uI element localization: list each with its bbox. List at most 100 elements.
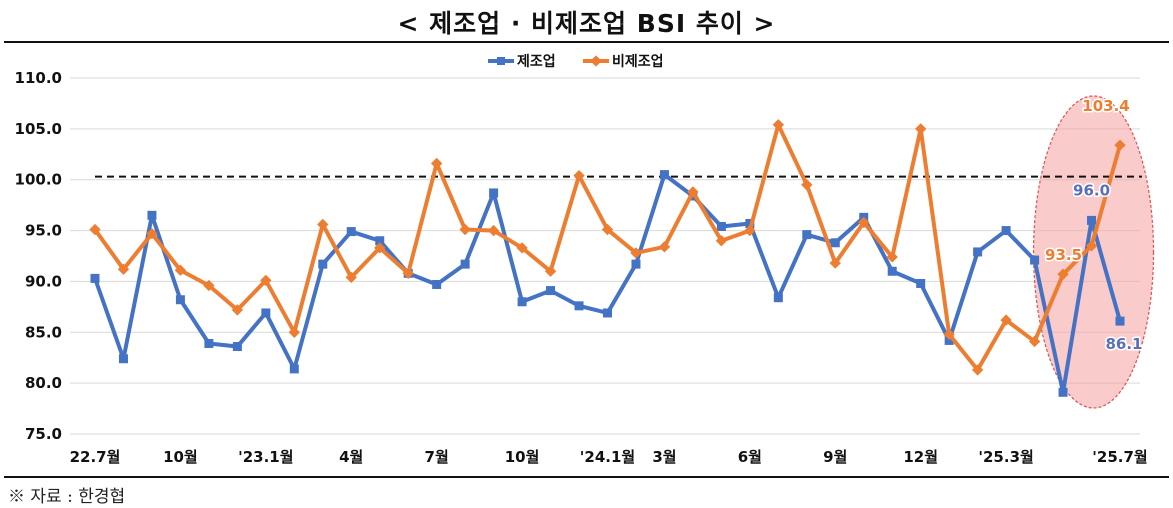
point-non-manufacturing <box>829 257 841 269</box>
point-manufacturing <box>830 238 840 248</box>
y-tick-label: 105.0 <box>15 120 62 138</box>
point-manufacturing <box>232 342 242 352</box>
legend-label: 제조업 <box>517 54 556 70</box>
y-tick-label: 110.0 <box>15 69 62 87</box>
point-manufacturing <box>375 236 385 246</box>
source-note: ※ 자료 : 한경협 <box>8 487 126 507</box>
series-layer <box>89 119 1126 397</box>
point-non-manufacturing <box>374 242 386 254</box>
point-manufacturing <box>659 170 669 180</box>
legend-label: 비제조업 <box>612 54 664 70</box>
point-manufacturing <box>887 266 897 276</box>
y-tick-label: 90.0 <box>25 272 62 290</box>
bottom-rule <box>4 476 1169 478</box>
point-non-manufacturing <box>943 328 955 340</box>
point-manufacturing <box>631 259 641 269</box>
point-non-manufacturing <box>345 271 357 284</box>
x-tick-label: 3월 <box>652 448 676 466</box>
bsi-line-chart: 96.0 86.1 93.5 103.4 110.0 105.0 100.0 95.0 90.… <box>15 54 1155 466</box>
point-manufacturing <box>147 210 157 220</box>
x-tick-label: 22.7월 <box>70 448 121 466</box>
point-non-manufacturing <box>801 179 813 191</box>
point-manufacturing <box>916 278 926 288</box>
x-tick-label: 10월 <box>163 448 198 466</box>
point-non-manufacturing <box>1028 335 1041 348</box>
point-manufacturing <box>716 222 726 232</box>
point-manufacturing <box>489 188 499 198</box>
point-non-manufacturing <box>1085 240 1098 252</box>
data-label: 103.4 <box>1082 97 1129 115</box>
point-non-manufacturing <box>1114 139 1126 151</box>
top-rule <box>4 41 1169 43</box>
legend-marker <box>590 55 602 67</box>
legend-item-manufacturing: 제조업 <box>488 54 556 70</box>
x-tick-label: '25.3월 <box>978 448 1033 466</box>
point-manufacturing <box>175 295 185 305</box>
point-non-manufacturing <box>174 264 187 276</box>
x-tick-label: 9월 <box>823 448 847 466</box>
legend-marker <box>497 57 505 65</box>
data-label: 86.1 <box>1105 335 1142 353</box>
x-tick-label: 12월 <box>903 448 938 466</box>
legend-item-non-manufacturing: 비제조업 <box>583 54 664 70</box>
y-tick-label: 95.0 <box>25 222 62 240</box>
x-tick-label: '24.1월 <box>580 448 635 466</box>
point-non-manufacturing <box>402 267 414 279</box>
point-manufacturing <box>973 247 983 257</box>
point-manufacturing <box>944 335 954 345</box>
point-non-manufacturing <box>459 223 471 236</box>
point-non-manufacturing <box>487 224 500 237</box>
y-tick-label: 100.0 <box>15 171 62 189</box>
legend: 제조업 비제조업 <box>488 54 664 70</box>
data-label: 96.0 <box>1073 181 1110 199</box>
point-manufacturing <box>118 354 128 364</box>
y-tick-label: 85.0 <box>25 323 62 341</box>
point-non-manufacturing <box>1057 268 1069 280</box>
point-non-manufacturing <box>886 251 898 263</box>
x-axis: 22.7월 10월 '23.1월 4월 7월 10월 '24.1월 3월 6월 9월 12월 '25.… <box>70 448 1148 466</box>
point-non-manufacturing <box>915 123 927 135</box>
point-manufacturing <box>90 273 100 283</box>
point-non-manufacturing <box>203 279 215 292</box>
point-manufacturing <box>546 286 556 296</box>
point-manufacturing <box>1058 387 1068 397</box>
x-tick-label: 7월 <box>425 448 449 466</box>
point-manufacturing <box>1001 226 1011 236</box>
point-manufacturing <box>460 259 470 269</box>
x-tick-label: '23.1월 <box>238 448 293 466</box>
point-manufacturing <box>603 308 612 318</box>
point-manufacturing <box>1087 215 1097 225</box>
point-non-manufacturing <box>658 241 671 253</box>
point-non-manufacturing <box>288 326 300 338</box>
point-non-manufacturing <box>260 274 272 287</box>
chart-title: < 제조업 · 비제조업 BSI 추이 > <box>397 9 776 38</box>
x-tick-label: 6월 <box>738 448 762 466</box>
highlight-region <box>1032 95 1155 409</box>
point-manufacturing <box>318 259 328 269</box>
point-manufacturing <box>204 338 214 348</box>
point-non-manufacturing <box>687 186 699 198</box>
data-labels: 96.0 86.1 93.5 103.4 <box>1044 96 1144 355</box>
point-manufacturing <box>346 227 356 237</box>
point-manufacturing <box>802 230 812 240</box>
point-manufacturing <box>773 293 783 303</box>
point-manufacturing <box>432 279 442 289</box>
point-non-manufacturing <box>431 157 443 170</box>
data-label: 93.5 <box>1045 246 1082 264</box>
x-tick-label: 10월 <box>505 448 540 466</box>
y-tick-label: 75.0 <box>25 425 62 443</box>
y-tick-label: 80.0 <box>25 374 62 392</box>
point-non-manufacturing <box>573 169 585 182</box>
point-manufacturing <box>1030 255 1040 265</box>
series-line-manufacturing <box>93 172 1122 395</box>
point-non-manufacturing <box>971 364 984 376</box>
point-non-manufacturing <box>544 265 557 277</box>
point-non-manufacturing <box>317 218 329 231</box>
highlight-ellipse <box>1032 95 1155 409</box>
y-axis: 110.0 105.0 100.0 95.0 90.0 85.0 80.0 75.0 <box>15 69 62 443</box>
point-non-manufacturing <box>516 242 528 254</box>
point-non-manufacturing <box>146 227 158 240</box>
point-non-manufacturing <box>630 247 642 259</box>
point-non-manufacturing <box>715 235 728 247</box>
point-manufacturing <box>261 308 271 318</box>
